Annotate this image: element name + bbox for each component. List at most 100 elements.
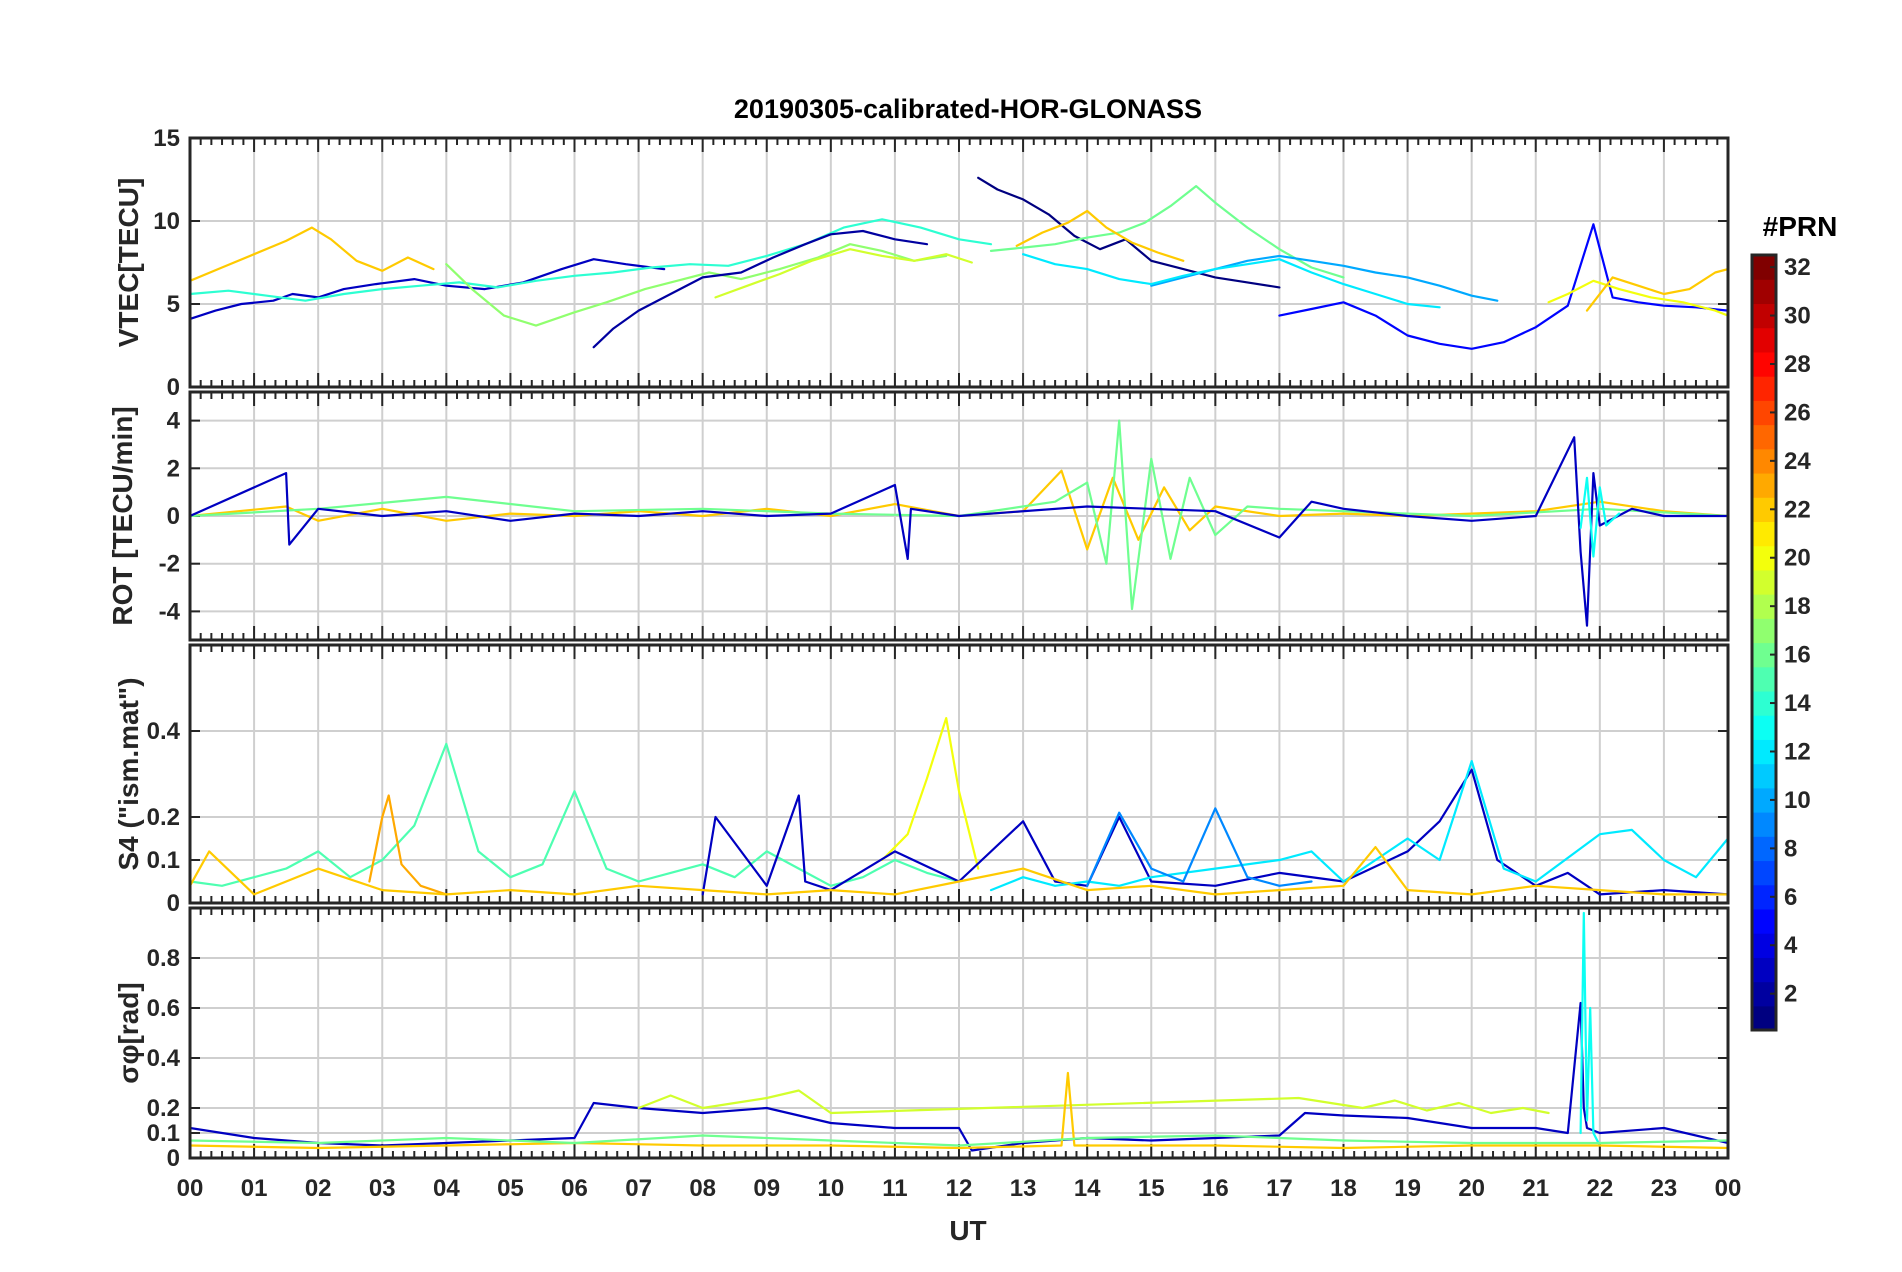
vtec-ytick-label: 0 bbox=[167, 374, 180, 401]
x-tick-label: 18 bbox=[1330, 1175, 1357, 1202]
sigma-ytick-label: 0.8 bbox=[147, 945, 180, 972]
x-tick-label: 22 bbox=[1586, 1175, 1613, 1202]
colorbar-tick-label: 10 bbox=[1784, 787, 1811, 814]
x-tick-label: 04 bbox=[433, 1175, 460, 1202]
colorbar-tick-label: 12 bbox=[1784, 738, 1811, 765]
x-tick-label: 09 bbox=[753, 1175, 780, 1202]
colorbar-tick-label: 18 bbox=[1784, 593, 1811, 620]
vtec-series-prn-16-7 bbox=[989, 185, 1345, 279]
colorbar-tick-label: 8 bbox=[1784, 835, 1797, 862]
x-tick-label: 23 bbox=[1651, 1175, 1678, 1202]
s4-series-prn-9-5 bbox=[1086, 807, 1313, 887]
s4-series-prn-20-1 bbox=[880, 716, 980, 870]
x-tick-label: 15 bbox=[1138, 1175, 1165, 1202]
colorbar-swatch bbox=[1752, 279, 1776, 305]
sigma-ytick-label: 0.1 bbox=[147, 1120, 180, 1147]
sigma-series-prn-16-4 bbox=[190, 1134, 1728, 1147]
vtec-series-prn-12-10 bbox=[1021, 253, 1441, 309]
x-tick-label: 07 bbox=[625, 1175, 652, 1202]
x-tick-label: 05 bbox=[497, 1175, 524, 1202]
vtec-ytick-label: 5 bbox=[167, 291, 180, 318]
s4-ytick-label: 0.2 bbox=[147, 804, 180, 831]
x-tick-label: 00 bbox=[177, 1175, 204, 1202]
colorbar-tick-label: 20 bbox=[1784, 545, 1811, 572]
rot-ytick-label: -2 bbox=[159, 551, 180, 578]
x-axis: 00 01 02 03 04 05 06 07 08 09 10 11 12 13 14 15 16 17 18 19… bbox=[177, 1175, 1742, 1202]
x-tick-label: 10 bbox=[817, 1175, 844, 1202]
colorbar-tick-label: 16 bbox=[1784, 642, 1811, 669]
colorbar-swatch bbox=[1752, 472, 1776, 498]
colorbar-swatch bbox=[1752, 715, 1776, 740]
colorbar-swatch bbox=[1752, 424, 1776, 450]
x-tick-label: 21 bbox=[1522, 1175, 1549, 1202]
x-tick-label: 08 bbox=[689, 1175, 716, 1202]
colorbar-swatch bbox=[1752, 860, 1776, 886]
s4-series-prn-15-0 bbox=[190, 742, 961, 887]
colorbar-tick-label: 28 bbox=[1784, 351, 1811, 378]
vtec-series-prn-22-0 bbox=[190, 226, 435, 282]
colorbar-tick-label: 24 bbox=[1784, 448, 1811, 475]
rot-y-axis-label: ROT [TECU/min] bbox=[107, 406, 138, 625]
colorbar-swatch bbox=[1752, 1005, 1776, 1031]
vtec-frame bbox=[188, 136, 1730, 389]
colorbar-tick-label: 30 bbox=[1784, 303, 1811, 330]
vtec-series-prn-19-5 bbox=[714, 248, 973, 299]
x-tick-label: 14 bbox=[1074, 1175, 1101, 1202]
rot-ytick-label: 2 bbox=[167, 455, 180, 482]
s4-series-group bbox=[190, 716, 1728, 896]
x-tick-label: 16 bbox=[1202, 1175, 1229, 1202]
colorbar-swatch bbox=[1752, 618, 1776, 644]
vtec-series-prn-22-13 bbox=[1585, 268, 1728, 312]
sigma-ytick-label: 0.6 bbox=[147, 995, 180, 1022]
s4-panel: 0 0.1 0.2 0.4S4 ("ism.mat") bbox=[113, 643, 1730, 917]
colorbar-tick-label: 6 bbox=[1784, 884, 1797, 911]
rot-ytick-label: 4 bbox=[167, 408, 181, 435]
vtec-y-axis-label: VTEC[TECU] bbox=[113, 178, 144, 348]
s4-y-axis-label: S4 ("ism.mat") bbox=[113, 677, 144, 870]
sigma-panel: 00.10.2 0.4 0.6 0.8σφ[rad] bbox=[113, 906, 1730, 1172]
rot-panel: -4 -2 0 2 4 ROT [TECU/min] bbox=[107, 390, 1730, 642]
sigma-series-prn-19-1 bbox=[637, 1089, 1550, 1115]
s4-frame bbox=[188, 643, 1730, 905]
colorbar-tick-label: 14 bbox=[1784, 690, 1811, 717]
rot-series-prn-16-1 bbox=[190, 419, 1728, 611]
sigma-series-prn-22-3 bbox=[190, 1071, 1728, 1150]
s4-series-prn-23-2 bbox=[368, 794, 448, 896]
x-tick-label: 02 bbox=[305, 1175, 332, 1202]
colorbar-tick-label: 26 bbox=[1784, 399, 1811, 426]
vtec-series-prn-2-4 bbox=[592, 229, 929, 349]
colorbar-swatch bbox=[1752, 957, 1776, 983]
rot-ytick-label: 0 bbox=[167, 503, 180, 530]
sigma-ytick-label: 0.2 bbox=[147, 1095, 180, 1122]
vtec-series-prn-20-12 bbox=[1547, 279, 1728, 317]
x-tick-label: 17 bbox=[1266, 1175, 1293, 1202]
colorbar-swatch bbox=[1752, 666, 1776, 692]
vtec-series-prn-5-11 bbox=[1278, 223, 1728, 350]
colorbar-swatch bbox=[1752, 569, 1776, 595]
x-tick-label: 20 bbox=[1458, 1175, 1485, 1202]
vtec-series-group bbox=[190, 176, 1728, 350]
colorbar-title: #PRN bbox=[1763, 211, 1838, 242]
rot-series-prn-13-3 bbox=[1579, 476, 1621, 558]
colorbar-swatch bbox=[1752, 763, 1776, 789]
colorbar-tick-label: 22 bbox=[1784, 496, 1811, 523]
sigma-series-group bbox=[190, 911, 1728, 1152]
colorbar-tick-label: 2 bbox=[1784, 981, 1797, 1008]
vtec-panel: 0 5 10 15 VTEC[TECU] bbox=[113, 125, 1730, 401]
sigma-series-prn-13-2 bbox=[1579, 911, 1601, 1147]
s4-series-prn-22-6 bbox=[190, 845, 1728, 896]
sigma-ytick-label: 0.4 bbox=[147, 1045, 181, 1072]
colorbar-swatch bbox=[1752, 521, 1776, 547]
x-tick-label: 03 bbox=[369, 1175, 396, 1202]
vtec-ytick-label: 10 bbox=[153, 208, 180, 235]
s4-series-prn-12-4 bbox=[989, 759, 1728, 892]
figure-title: 20190305-calibrated-HOR-GLONASS bbox=[734, 94, 1202, 124]
vtec-ytick-label: 15 bbox=[153, 125, 180, 152]
x-tick-label: 11 bbox=[882, 1175, 907, 1202]
colorbar-swatch bbox=[1752, 812, 1776, 837]
rot-series-group bbox=[190, 419, 1728, 627]
rot-series-prn-3-2 bbox=[190, 436, 1728, 627]
